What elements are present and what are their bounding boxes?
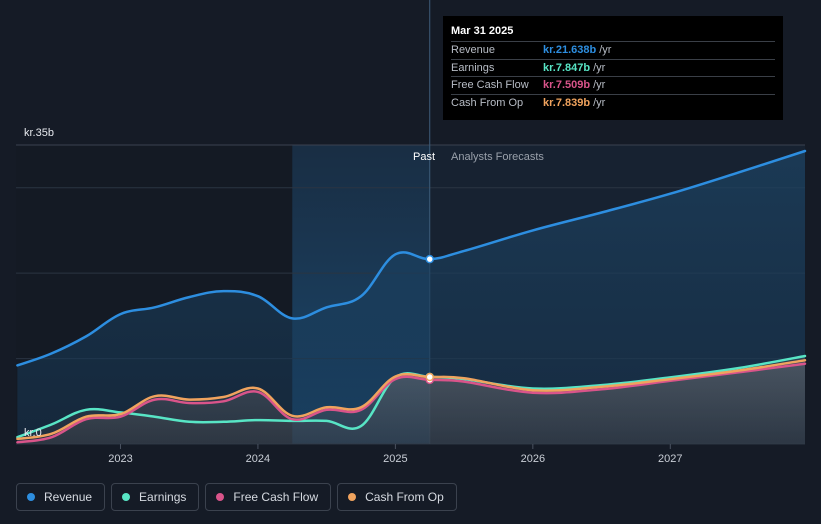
tooltip-date: Mar 31 2025 xyxy=(451,25,514,37)
legend-label: Cash From Op xyxy=(365,490,444,504)
legend-item-free-cash-flow[interactable]: Free Cash Flow xyxy=(205,483,332,511)
forecast-label: Analysts Forecasts xyxy=(451,151,544,163)
tooltip-unit: /yr xyxy=(593,61,606,74)
revenue-area xyxy=(17,151,805,444)
tooltip-value: kr.21.638b xyxy=(543,44,597,57)
tooltip-row-cash-from-op: Cash From Op kr.7.839b /yr xyxy=(451,93,775,112)
x-tick-label: 2027 xyxy=(658,453,682,465)
legend-dot-icon xyxy=(122,493,131,501)
tooltip: Mar 31 2025 Revenue kr.21.638b /yr Earni… xyxy=(443,16,783,120)
legend-label: Free Cash Flow xyxy=(233,490,319,504)
chart: kr.35b kr.0 Past Analysts Forecasts 2023… xyxy=(16,0,807,465)
revenue-marker xyxy=(425,254,434,264)
x-tick-label: 2026 xyxy=(521,453,545,465)
tooltip-value: kr.7.509b xyxy=(543,79,591,92)
free-cash-flow-line xyxy=(16,362,807,444)
tooltip-label: Earnings xyxy=(451,61,495,74)
legend-item-earnings[interactable]: Earnings xyxy=(111,483,200,511)
cash-from-op-line xyxy=(16,359,807,441)
tooltip-unit: /yr xyxy=(593,96,606,109)
x-tick-label: 2024 xyxy=(246,453,270,465)
legend-item-cash-from-op[interactable]: Cash From Op xyxy=(337,483,457,511)
legend-dot-icon xyxy=(348,493,357,501)
earnings-line xyxy=(16,354,807,439)
legend-label: Revenue xyxy=(44,490,93,504)
x-tick-label: 2023 xyxy=(108,453,132,465)
tooltip-unit: /yr xyxy=(593,79,606,92)
legend-dot-icon xyxy=(27,493,35,501)
tooltip-row-free-cash-flow: Free Cash Flow kr.7.509b /yr xyxy=(451,76,775,94)
y-axis-bottom-label: kr.0 xyxy=(24,427,42,439)
revenue-line xyxy=(16,149,807,367)
tooltip-row-revenue: Revenue kr.21.638b /yr xyxy=(451,41,775,59)
tooltip-unit: /yr xyxy=(599,44,612,57)
tooltip-label: Free Cash Flow xyxy=(451,79,529,92)
x-tick-label: 2025 xyxy=(383,453,407,465)
tooltip-label: Revenue xyxy=(451,44,496,57)
legend: Revenue Earnings Free Cash Flow Cash Fro… xyxy=(16,483,463,511)
tooltip-row-earnings: Earnings kr.7.847b /yr xyxy=(451,58,775,77)
tooltip-value: kr.7.839b xyxy=(543,96,591,109)
legend-item-revenue[interactable]: Revenue xyxy=(16,483,106,511)
past-label: Past xyxy=(413,151,435,163)
legend-dot-icon xyxy=(216,493,225,501)
tooltip-value: kr.7.847b xyxy=(543,61,591,74)
tooltip-label: Cash From Op xyxy=(451,96,524,109)
cash-from-op-marker xyxy=(425,372,434,382)
y-axis-top-label: kr.35b xyxy=(24,127,54,139)
legend-label: Earnings xyxy=(139,490,187,504)
